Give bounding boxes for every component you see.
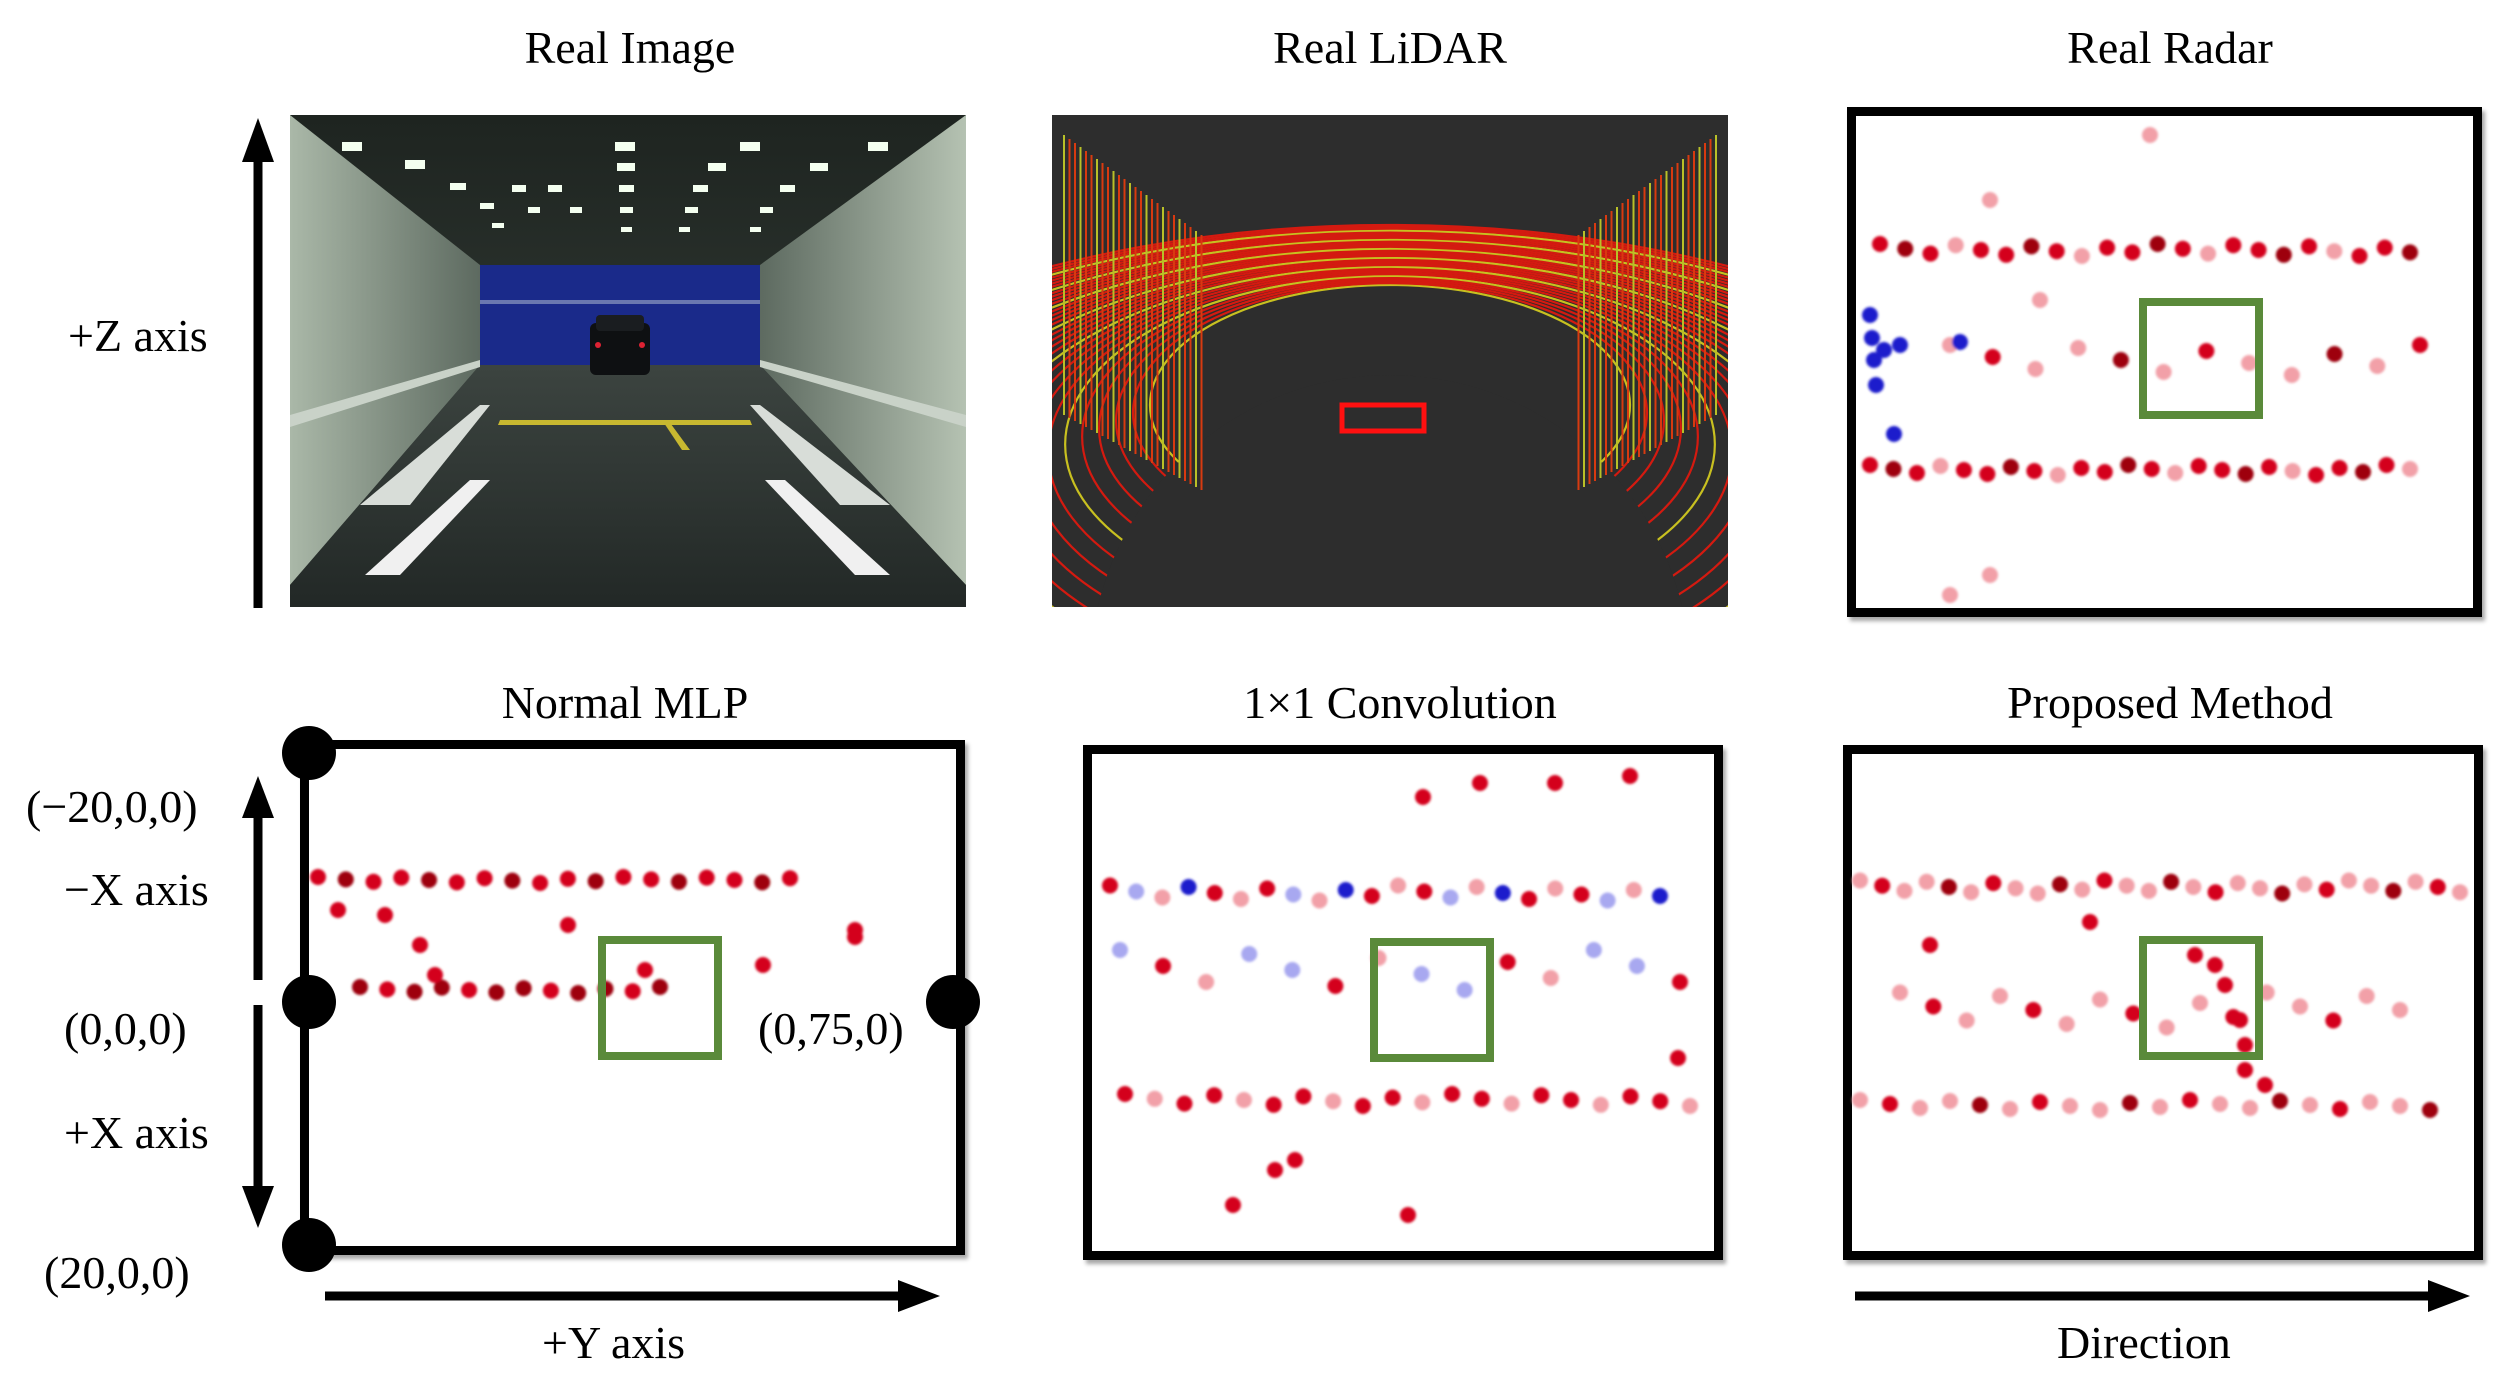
lidar-ring: [1052, 225, 1728, 271]
title-real-radar: Real Radar: [2067, 22, 2273, 73]
real-lidar-scan: [1052, 115, 1728, 607]
neg-x-axis-label: −X axis: [64, 864, 209, 915]
pos-x-axis-arrow: [242, 1005, 274, 1228]
coord-middle-right: (0,75,0): [758, 1003, 904, 1054]
title-real-lidar: Real LiDAR: [1273, 22, 1507, 73]
real-radar-plot: [1847, 107, 2482, 617]
lidar-ring: [1052, 224, 1728, 268]
lidar-ring: [1052, 244, 1728, 302]
lidar-ring: [1052, 249, 1728, 313]
lidar-ring: [1052, 256, 1728, 331]
title-1x1-convolution: 1×1 Convolution: [1243, 677, 1557, 728]
lidar-ring: [1052, 254, 1728, 326]
lidar-ring: [1052, 260, 1728, 342]
normal-mlp-plot: [300, 740, 965, 1255]
lidar-ring: [1052, 233, 1728, 282]
lidar-ring: [1052, 251, 1728, 317]
conv1x1-plot: [1083, 745, 1723, 1260]
lidar-ring: [1052, 263, 1728, 355]
lidar-ring: [1052, 231, 1728, 279]
lidar-ring: [1052, 227, 1728, 274]
lidar-vehicle-points: [1339, 402, 1427, 434]
lidar-ring: [1052, 236, 1728, 288]
lidar-ring: [1052, 253, 1728, 322]
lidar-ring: [1064, 274, 1716, 607]
title-normal-mlp: Normal MLP: [501, 677, 749, 728]
real-image-photo: [290, 115, 966, 607]
y-axis-label: +Y axis: [542, 1317, 686, 1368]
coord-bottom-left: (20,0,0): [44, 1247, 190, 1298]
direction-arrow: [1855, 1280, 2470, 1312]
pos-x-axis-label: +X axis: [64, 1107, 209, 1158]
lidar-ring: [1052, 271, 1728, 607]
lidar-ring: [1052, 245, 1728, 306]
lidar-ring: [1052, 262, 1728, 348]
lidar-ring: [1052, 242, 1728, 298]
lidar-ring: [1052, 269, 1728, 607]
z-axis-label: +Z axis: [68, 310, 208, 361]
lidar-ring: [1052, 238, 1728, 292]
proposed-method-plot: [1843, 745, 2483, 1260]
coord-middle-left: (0,0,0): [64, 1003, 187, 1054]
title-real-image: Real Image: [524, 22, 736, 73]
direction-label: Direction: [2057, 1317, 2231, 1368]
lidar-ring: [1052, 265, 1728, 607]
lidar-ring: [1052, 273, 1728, 607]
lidar-ring: [1052, 240, 1728, 295]
z-axis-arrow: [242, 118, 274, 608]
lidar-ring: [1052, 258, 1728, 336]
y-axis-arrow: [325, 1280, 940, 1312]
neg-x-axis-arrow: [242, 776, 274, 980]
lidar-ring: [1052, 234, 1728, 285]
lidar-ring: [1052, 247, 1728, 309]
title-proposed-method: Proposed Method: [2007, 677, 2333, 728]
coord-top-left: (−20,0,0): [26, 781, 198, 832]
lidar-ring: [1052, 229, 1728, 276]
lidar-ring: [1052, 267, 1728, 607]
